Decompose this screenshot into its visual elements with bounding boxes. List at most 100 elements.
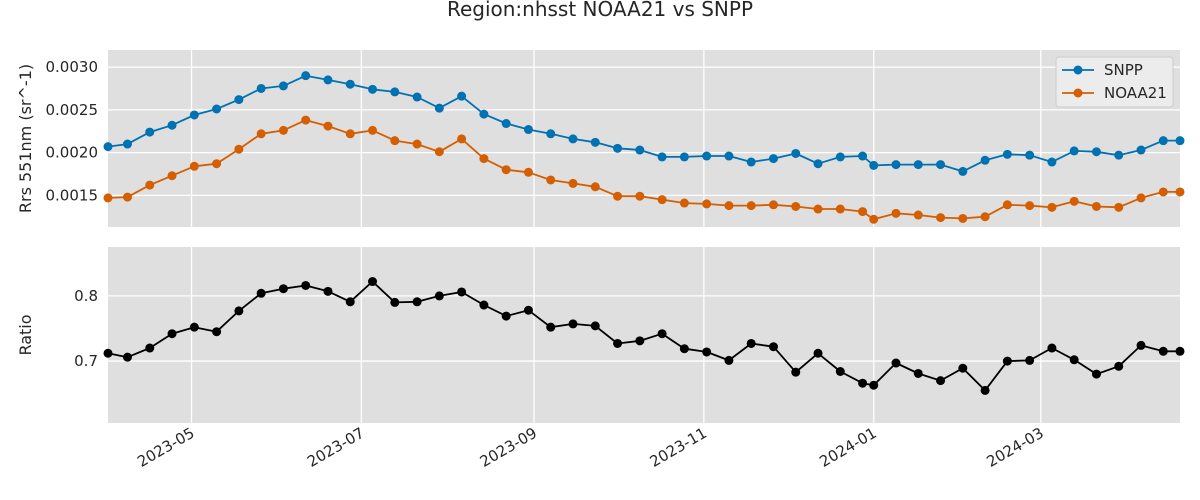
- x-tick-label: 2024-01: [816, 424, 879, 471]
- snpp-point: [1175, 136, 1185, 146]
- snpp-point: [1047, 157, 1057, 167]
- snpp-point: [590, 137, 600, 147]
- snpp-point: [835, 152, 845, 162]
- noaa21-point: [212, 159, 222, 169]
- noaa21-point: [501, 165, 511, 175]
- noaa21-point: [768, 200, 778, 210]
- top-panel: 0.0015 0.0020 0.0025 0.0030 Rrs 551nm (sr^-…: [16, 50, 1185, 227]
- legend: SNPP NOAA21: [1055, 56, 1174, 108]
- snpp-point: [891, 160, 901, 170]
- snpp-point: [724, 151, 734, 161]
- ratio-point: [657, 329, 667, 339]
- bottom-y-tick-labels: 0.7 0.8: [74, 287, 98, 370]
- snpp-point: [212, 104, 222, 114]
- snpp-point: [523, 125, 533, 135]
- snpp-point: [869, 160, 879, 170]
- ratio-point: [958, 363, 968, 373]
- noaa21-point: [891, 208, 901, 218]
- ratio-point: [724, 355, 734, 365]
- snpp-point: [368, 84, 378, 94]
- legend-label-snpp: SNPP: [1104, 61, 1143, 79]
- noaa21-point: [323, 121, 333, 131]
- noaa21-point: [724, 201, 734, 211]
- ratio-point: [368, 277, 378, 287]
- ratio-point: [813, 348, 823, 358]
- x-tick-label: 2023-09: [477, 424, 540, 471]
- ratio-point: [1091, 369, 1101, 379]
- x-tick-label: 2023-05: [134, 424, 197, 471]
- x-tick-label: 2024-03: [983, 424, 1046, 471]
- snpp-point: [145, 127, 155, 137]
- snpp-point: [858, 151, 868, 161]
- ratio-point: [702, 347, 712, 357]
- snpp-point: [1136, 145, 1146, 155]
- top-y-axis-label: Rrs 551nm (sr^-1): [16, 64, 35, 213]
- snpp-point: [657, 152, 667, 162]
- snpp-point: [278, 81, 288, 91]
- snpp-point: [936, 160, 946, 170]
- noaa21-point: [590, 182, 600, 192]
- snpp-point: [1158, 136, 1168, 146]
- ratio-point: [457, 287, 467, 297]
- snpp-point: [679, 152, 689, 162]
- noaa21-point: [434, 147, 444, 157]
- snpp-point: [546, 129, 556, 139]
- noaa21-point: [702, 199, 712, 209]
- bottom-panel: 0.7 0.8 Ratio 2023-05 2023-07 2023-09 2023-1…: [16, 247, 1185, 471]
- snpp-point: [103, 142, 113, 152]
- snpp-point: [746, 157, 756, 167]
- noaa21-point: [1114, 202, 1124, 212]
- top-y-tick-labels: 0.0015 0.0020 0.0025 0.0030: [46, 58, 99, 204]
- ratio-point: [1025, 355, 1035, 365]
- ratio-point: [568, 319, 578, 329]
- ratio-point: [1114, 361, 1124, 371]
- noaa21-point: [457, 134, 467, 144]
- ratio-point: [523, 305, 533, 315]
- noaa21-point: [958, 213, 968, 223]
- noaa21-point: [122, 192, 132, 202]
- top-panel-background: [108, 50, 1180, 227]
- snpp-point: [323, 75, 333, 85]
- noaa21-point: [103, 193, 113, 203]
- bottom-y-tick-label: 0.8: [74, 287, 98, 305]
- snpp-point: [568, 134, 578, 144]
- x-tick-label: 2023-07: [304, 424, 367, 471]
- noaa21-point: [301, 115, 311, 125]
- ratio-point: [1175, 346, 1185, 356]
- snpp-point: [434, 103, 444, 113]
- noaa21-point: [858, 207, 868, 217]
- ratio-point: [936, 376, 946, 386]
- legend-marker-noaa21: [1073, 88, 1083, 98]
- noaa21-point: [791, 201, 801, 211]
- noaa21-point: [679, 198, 689, 208]
- snpp-point: [635, 145, 645, 155]
- noaa21-point: [635, 191, 645, 201]
- ratio-point: [323, 286, 333, 296]
- bottom-y-axis-label: Ratio: [16, 314, 35, 355]
- noaa21-point: [1091, 201, 1101, 211]
- noaa21-point: [1002, 200, 1012, 210]
- snpp-point: [1025, 150, 1035, 160]
- ratio-point: [613, 338, 623, 348]
- ratio-point: [145, 343, 155, 353]
- ratio-point: [791, 367, 801, 377]
- snpp-point: [958, 166, 968, 176]
- ratio-point: [479, 300, 489, 310]
- noaa21-point: [145, 180, 155, 190]
- snpp-point: [167, 120, 177, 130]
- snpp-point: [1002, 149, 1012, 159]
- ratio-point: [635, 336, 645, 346]
- ratio-point: [913, 368, 923, 378]
- bottom-series: [103, 277, 1185, 395]
- noaa21-point: [1175, 187, 1185, 197]
- top-series: [103, 71, 1185, 224]
- noaa21-point: [546, 175, 556, 185]
- noaa21-point: [813, 204, 823, 214]
- bottom-grid: [108, 247, 1180, 423]
- noaa21-point: [913, 210, 923, 220]
- bottom-y-tick-label: 0.7: [74, 352, 98, 370]
- noaa21-point: [869, 214, 879, 224]
- snpp-point: [1069, 146, 1079, 156]
- snpp-point: [913, 160, 923, 170]
